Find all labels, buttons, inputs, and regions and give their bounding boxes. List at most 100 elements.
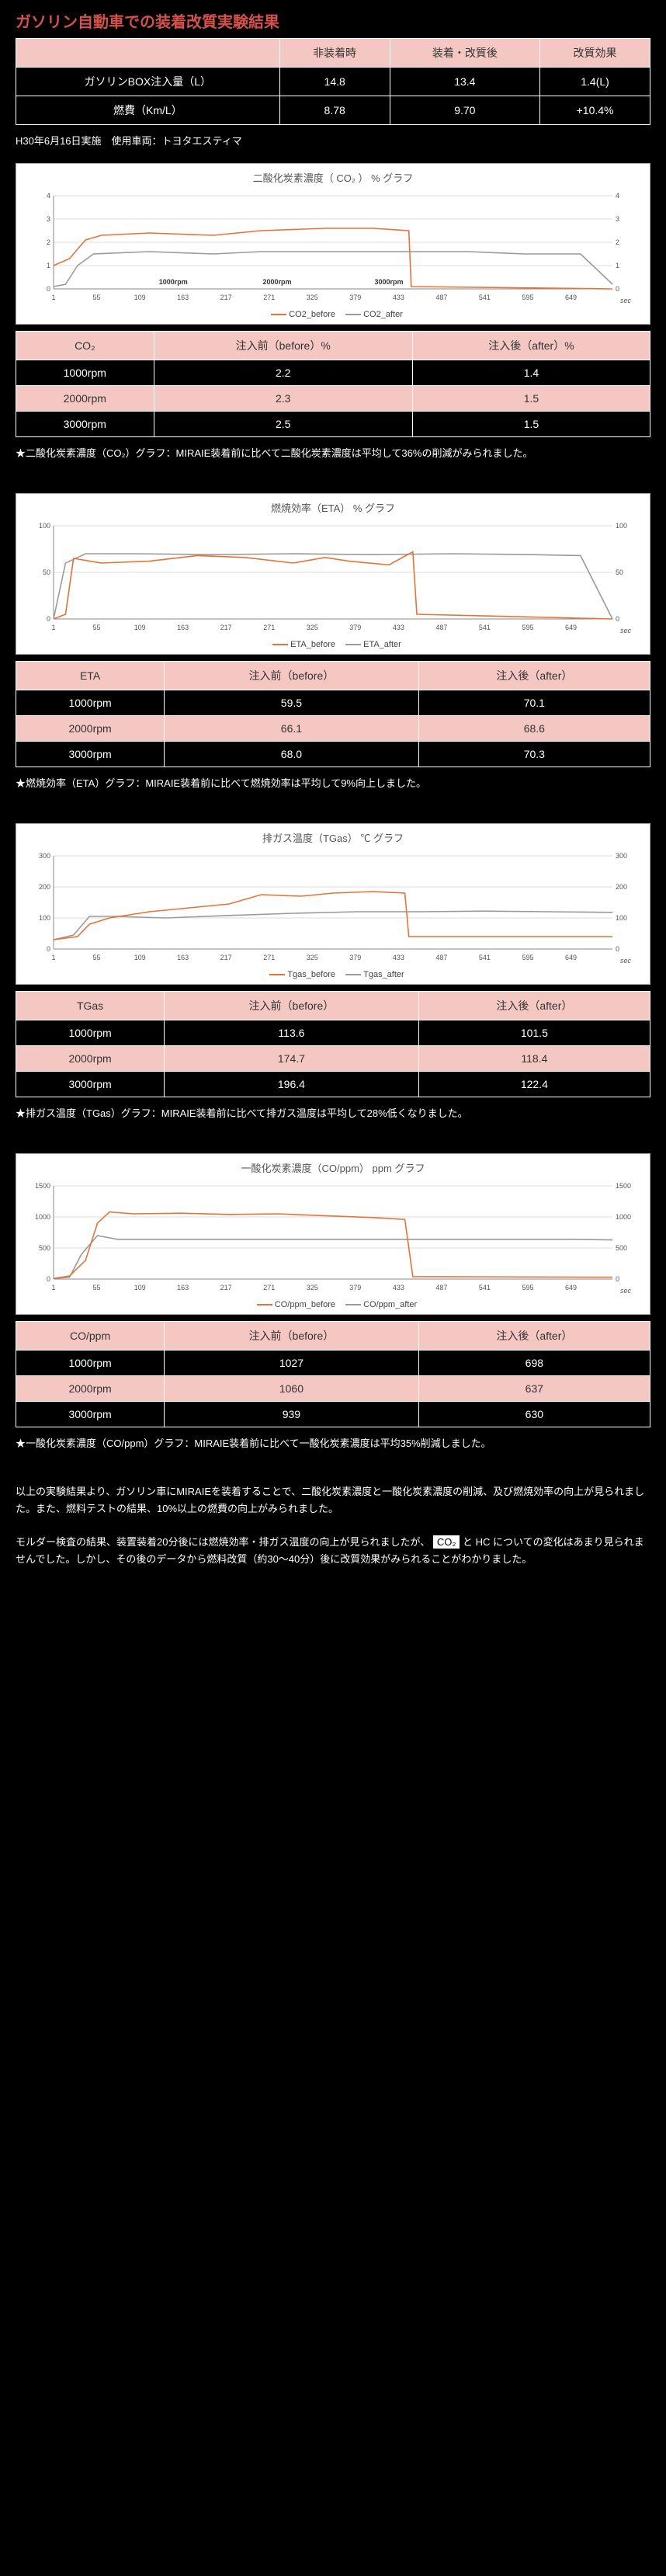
svg-text:379: 379 [349,624,361,631]
svg-text:433: 433 [393,1284,404,1291]
svg-text:163: 163 [177,954,189,961]
table-header: CO₂ [16,332,154,360]
table-cell: 68.0 [165,742,419,767]
table-cell: 101.5 [418,1020,650,1046]
table-cell: 3000rpm [16,742,165,767]
svg-text:55: 55 [93,1284,101,1291]
table-cell: 2000rpm [16,386,154,412]
table-cell: 1000rpm [16,360,154,386]
summary-header: 非装着時 [279,39,390,68]
svg-text:541: 541 [479,294,491,301]
svg-text:200: 200 [616,883,627,891]
table-cell: 2.2 [154,360,412,386]
svg-text:1000: 1000 [616,1213,631,1221]
table-cell: 698 [418,1351,650,1376]
svg-text:55: 55 [93,294,101,301]
svg-text:433: 433 [393,954,404,961]
svg-text:0: 0 [47,1275,50,1283]
svg-text:sec: sec [620,1287,632,1295]
svg-text:649: 649 [565,624,577,631]
svg-text:300: 300 [39,852,50,860]
svg-text:0: 0 [47,615,50,623]
table-cell: 118.4 [418,1046,650,1072]
svg-text:163: 163 [177,294,189,301]
summary-cell: ガソリンBOX注入量（L） [16,68,280,96]
svg-text:3: 3 [616,215,619,223]
svg-text:109: 109 [134,954,146,961]
table-cell: 59.5 [165,690,419,716]
table-cell: 1000rpm [16,1351,165,1376]
table-cell: 68.6 [418,716,650,742]
svg-text:200: 200 [39,883,50,891]
svg-text:1500: 1500 [35,1182,50,1190]
table-header: 注入前（before）% [154,332,412,360]
svg-text:109: 109 [134,1284,146,1291]
svg-text:3000rpm: 3000rpm [374,278,403,286]
tgas-table: TGas注入前（before）注入後（after）1000rpm113.6101… [16,991,650,1097]
table-cell: 1027 [165,1351,419,1376]
table-cell: 630 [418,1402,650,1427]
eta-legend: ETA_before ETA_after [21,638,645,649]
svg-text:100: 100 [616,914,627,922]
co-chart-title: 一酸化炭素濃度（CO/ppm） ppm グラフ [21,1160,645,1175]
eta-chart-title: 燃焼効率（ETA） % グラフ [21,500,645,515]
svg-text:379: 379 [349,1284,361,1291]
table-cell: 2000rpm [16,1376,165,1402]
svg-text:217: 217 [220,294,232,301]
summary-header: 改質効果 [540,39,650,68]
svg-text:1: 1 [51,1284,55,1291]
table-cell: 637 [418,1376,650,1402]
svg-text:500: 500 [39,1244,50,1252]
table-cell: 1000rpm [16,690,165,716]
table-header: 注入後（after） [418,662,650,690]
table-cell: 3000rpm [16,412,154,437]
svg-text:1000: 1000 [35,1213,50,1221]
table-cell: 2000rpm [16,1046,165,1072]
table-cell: 939 [165,1402,419,1427]
table-cell: 174.7 [165,1046,419,1072]
summary-header [16,39,280,68]
summary-cell: 9.70 [390,96,539,125]
svg-text:541: 541 [479,1284,491,1291]
co-chart: 一酸化炭素濃度（CO/ppm） ppm グラフ 0050050010001000… [16,1153,650,1315]
svg-text:217: 217 [220,1284,232,1291]
svg-text:595: 595 [522,954,533,961]
co-legend: CO/ppm_before CO/ppm_after [21,1298,645,1309]
summary-cell: 8.78 [279,96,390,125]
table-cell: 1.4 [412,360,650,386]
svg-text:sec: sec [620,957,632,965]
svg-text:2: 2 [47,238,50,246]
table-header: 注入前（before） [165,1322,419,1351]
co-description: ★一酸化炭素濃度（CO/ppm）グラフ：MIRAIE装着前に比べて一酸化炭素濃度… [16,1435,650,1452]
footer-paragraph-1: 以上の実験結果より、ガソリン車にMIRAIEを装着することで、二酸化炭素濃度と一… [16,1483,650,1517]
svg-text:1500: 1500 [616,1182,631,1190]
svg-text:0: 0 [616,285,619,293]
tgas-legend: Tgas_before Tgas_after [21,968,645,979]
table-cell: 3000rpm [16,1072,165,1097]
eta-chart: 燃焼効率（ETA） % グラフ 005050100100155109163217… [16,493,650,655]
table-cell: 2.5 [154,412,412,437]
svg-text:109: 109 [134,294,146,301]
svg-text:2000rpm: 2000rpm [262,278,291,286]
svg-text:325: 325 [307,624,318,631]
table-cell: 1000rpm [16,1020,165,1046]
svg-text:109: 109 [134,624,146,631]
table-cell: 2000rpm [16,716,165,742]
svg-text:595: 595 [522,624,533,631]
table-header: 注入後（after） [418,1322,650,1351]
table-header: 注入後（after）% [412,332,650,360]
co2-table: CO₂注入前（before）%注入後（after）% 1000rpm2.21.4 2… [16,331,650,437]
svg-text:487: 487 [435,954,447,961]
table-header: 注入前（before） [165,992,419,1020]
co2-chart-title: 二酸化炭素濃度（ CO₂ ） % グラフ [21,170,645,185]
svg-text:271: 271 [263,954,275,961]
summary-cell: 1.4(L) [540,68,650,96]
svg-text:325: 325 [307,1284,318,1291]
svg-text:55: 55 [93,954,101,961]
svg-text:325: 325 [307,294,318,301]
svg-text:1: 1 [47,262,50,269]
svg-text:217: 217 [220,624,232,631]
table-header: CO/ppm [16,1322,165,1351]
tgas-chart-title: 排ガス温度（TGas） ℃ グラフ [21,830,645,845]
summary-header: 装着・改質後 [390,39,539,68]
